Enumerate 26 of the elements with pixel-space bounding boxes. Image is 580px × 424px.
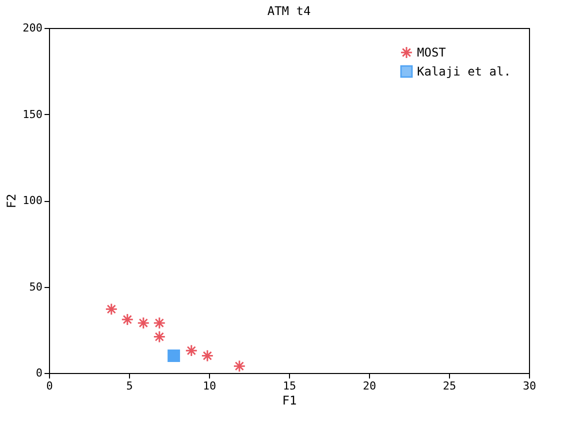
y-axis-title: F2 bbox=[4, 194, 19, 208]
point bbox=[185, 344, 198, 357]
point bbox=[153, 330, 166, 343]
x-tick-label: 5 bbox=[126, 380, 133, 392]
x-axis-title: F1 bbox=[282, 394, 297, 408]
chart-title: ATM t4 bbox=[267, 4, 311, 18]
legend-label: Kalaji et al. bbox=[417, 64, 511, 78]
legend-label: MOST bbox=[417, 46, 446, 60]
point bbox=[137, 316, 150, 330]
x-tick-label: 20 bbox=[362, 380, 376, 392]
point bbox=[153, 316, 166, 330]
point bbox=[201, 350, 214, 362]
point bbox=[168, 350, 180, 362]
y-tick-label: 100 bbox=[22, 194, 42, 207]
x-tick-label: 30 bbox=[522, 380, 536, 392]
point bbox=[233, 360, 246, 372]
x-tick-label: 10 bbox=[202, 380, 216, 392]
point bbox=[121, 313, 134, 326]
x-tick-label: 0 bbox=[46, 380, 53, 392]
y-tick-label: 150 bbox=[22, 108, 42, 121]
x-tick-label: 25 bbox=[442, 380, 456, 392]
point bbox=[105, 302, 118, 316]
y-tick-label: 50 bbox=[29, 280, 42, 294]
x-tick-label: 15 bbox=[282, 380, 296, 392]
y-tick-label: 200 bbox=[22, 22, 42, 34]
y-tick-label: 0 bbox=[36, 366, 42, 380]
